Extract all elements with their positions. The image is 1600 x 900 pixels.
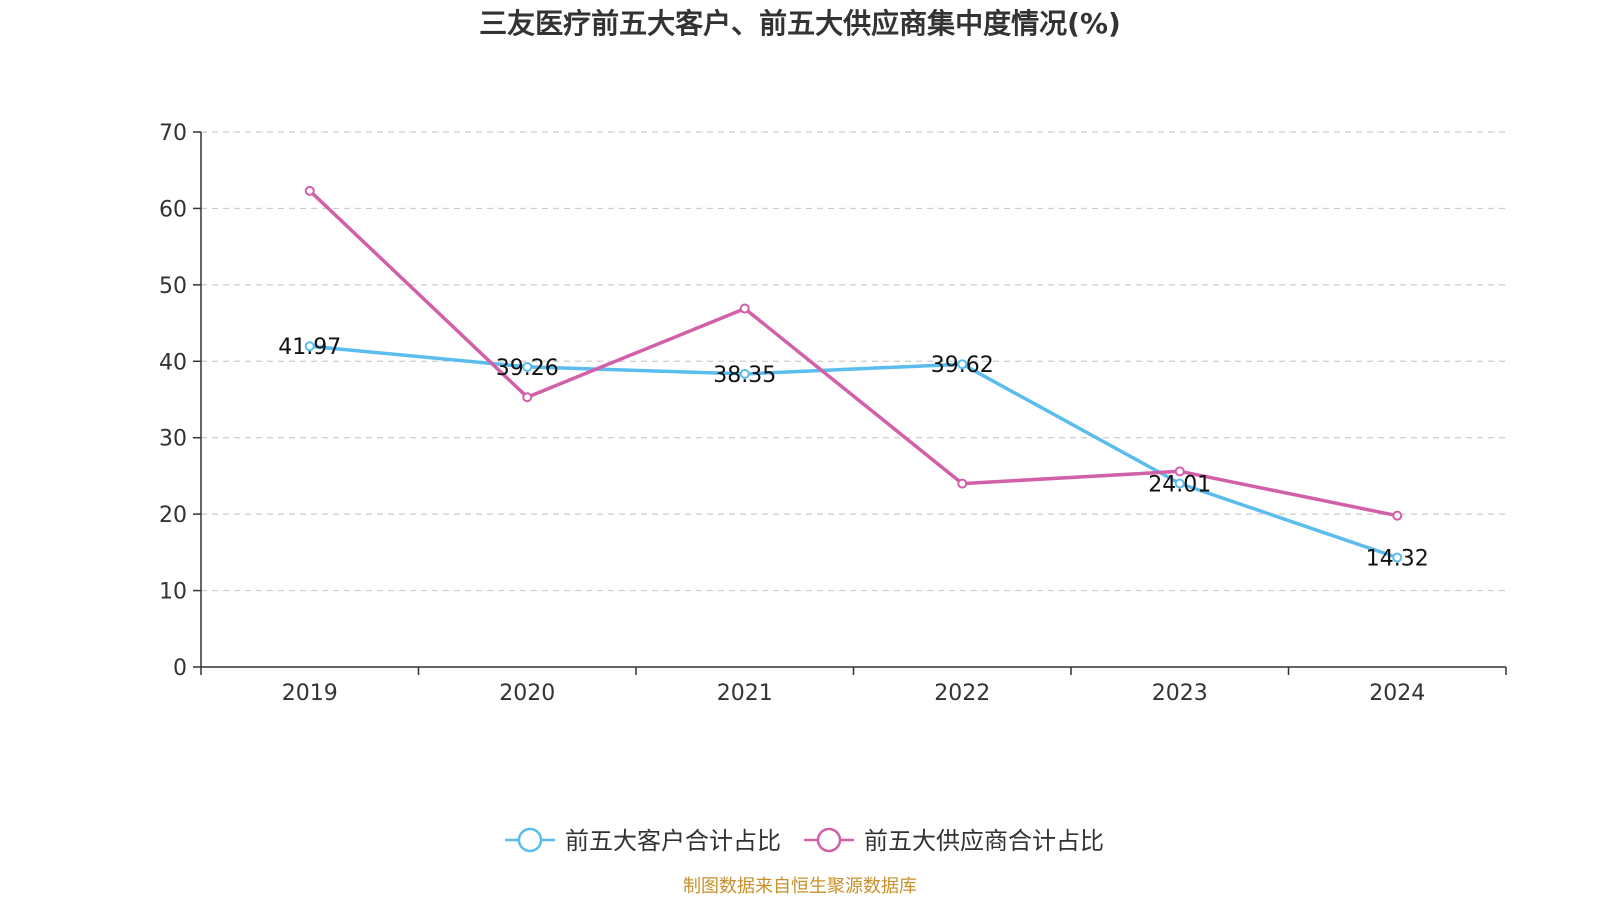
data-label: 39.62 — [931, 353, 994, 378]
legend-item-2[interactable]: 前五大供应商合计占比 — [804, 827, 1104, 855]
data-label: 39.26 — [496, 356, 559, 381]
x-tick-label: 2024 — [1369, 681, 1425, 706]
legend-label: 前五大客户合计占比 — [565, 827, 781, 855]
data-label: 24.01 — [1148, 472, 1211, 497]
chart-title: 三友医疗前五大客户、前五大供应商集中度情况(%) — [479, 7, 1121, 40]
data-point — [739, 303, 750, 314]
data-point — [304, 185, 315, 196]
legend-label: 前五大供应商合计占比 — [864, 827, 1104, 855]
source-note: 制图数据来自恒生聚源数据库 — [683, 876, 917, 897]
data-point — [739, 368, 750, 379]
x-tick-label: 2021 — [717, 681, 773, 706]
data-point — [1174, 478, 1185, 489]
series — [304, 185, 1403, 563]
y-tick-label: 0 — [173, 656, 187, 681]
legend-item-1[interactable]: 前五大客户合计占比 — [505, 827, 781, 855]
y-tick-label: 40 — [159, 350, 187, 375]
grid-lines — [201, 131, 1506, 592]
data-point — [1174, 466, 1185, 477]
y-tick-label: 60 — [159, 197, 187, 222]
x-tick-label: 2019 — [282, 681, 338, 706]
data-label: 38.35 — [713, 363, 776, 388]
axes: 0 10 20 30 40 50 60 70 2019 2020 2021 2022 2023 2024 — [159, 121, 1507, 706]
data-label: 14.32 — [1366, 547, 1429, 572]
y-tick-label: 10 — [159, 580, 187, 605]
data-point — [522, 361, 533, 372]
legend[interactable]: 前五大客户合计占比 前五大供应商合计占比 — [505, 827, 1104, 855]
data-labels: 41.97 39.26 38.35 39.62 24.01 14.32 — [278, 335, 1428, 571]
x-tick-label: 2023 — [1152, 681, 1208, 706]
data-point — [1392, 552, 1403, 563]
y-tick-label: 30 — [159, 427, 187, 452]
data-point — [957, 478, 968, 489]
data-point — [304, 341, 315, 352]
data-point — [1392, 510, 1403, 521]
y-tick-label: 20 — [159, 503, 187, 528]
y-tick-label: 70 — [159, 121, 187, 146]
legend-marker — [517, 827, 543, 853]
x-tick-label: 2022 — [934, 681, 990, 706]
x-tick-label: 2020 — [499, 681, 555, 706]
series-line-2 — [308, 189, 1400, 518]
data-point — [522, 392, 533, 403]
series-line-1 — [308, 344, 1400, 560]
y-tick-label: 50 — [159, 274, 187, 299]
data-point — [957, 359, 968, 370]
data-label: 41.97 — [278, 335, 341, 360]
legend-marker — [816, 827, 842, 853]
